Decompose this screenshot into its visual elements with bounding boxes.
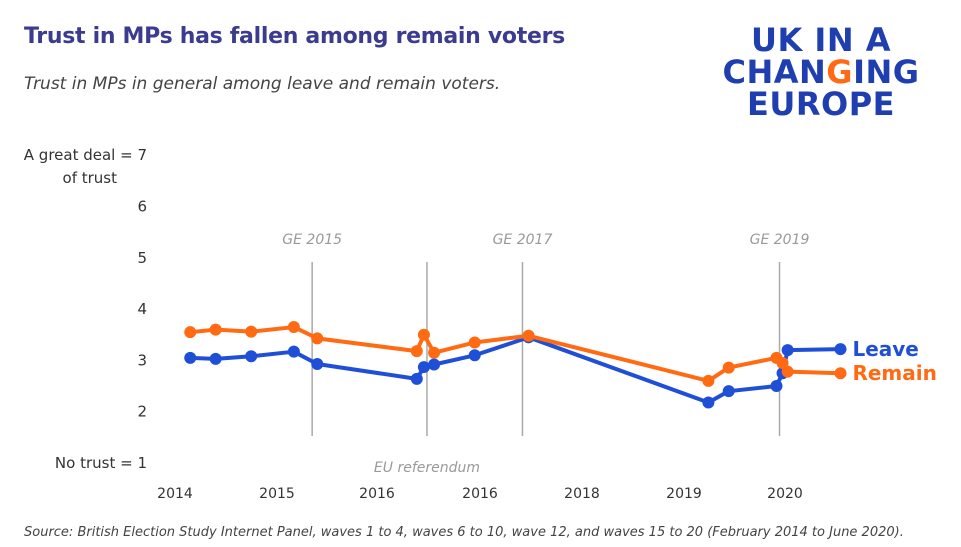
y-tick-label: 3 — [137, 351, 147, 369]
x-tick-label: 2014 — [157, 486, 193, 502]
x-tick-label: 2020 — [767, 486, 803, 502]
event-label-ge-2019: GE 2019 — [750, 232, 810, 248]
chart-title: Trust in MPs has fallen among remain vot… — [24, 24, 565, 49]
event-label-ge-2015: GE 2015 — [282, 232, 342, 248]
data-point-leave — [287, 345, 300, 358]
data-point-remain — [722, 361, 735, 374]
event-label-ge-2017: GE 2017 — [493, 232, 553, 248]
data-point-leave — [417, 361, 430, 374]
data-point-leave — [245, 350, 258, 363]
data-point-remain — [428, 346, 441, 359]
data-point-remain — [702, 374, 715, 387]
data-point-remain — [781, 365, 794, 378]
logo-line-3: EUROPE — [747, 85, 895, 123]
data-point-remain — [834, 367, 847, 380]
series-line-leave — [188, 335, 843, 405]
data-point-leave — [834, 343, 847, 356]
data-point-remain — [184, 326, 197, 339]
y-tick-label: No trust = 1 — [55, 454, 147, 472]
y-tick-sub-label: of trust — [63, 169, 118, 187]
source-note: Source: British Election Study Internet … — [24, 525, 904, 540]
data-point-leave — [468, 349, 481, 362]
y-tick-label: 6 — [137, 198, 147, 216]
data-point-leave — [702, 396, 715, 409]
x-tick-label: 2016 — [359, 486, 395, 502]
data-point-remain — [245, 325, 258, 338]
data-point-remain — [209, 323, 222, 336]
data-point-remain — [468, 336, 481, 349]
y-tick-label: 5 — [137, 249, 147, 267]
y-tick-label: A great deal = 7 — [24, 146, 147, 164]
data-point-leave — [428, 358, 441, 371]
data-point-remain — [287, 321, 300, 334]
data-point-remain — [522, 329, 535, 342]
data-point-leave — [184, 351, 197, 364]
series-label-remain: Remain — [852, 361, 936, 385]
y-tick-label: 4 — [137, 300, 147, 318]
event-label-eu-referendum: EU referendum — [374, 460, 480, 476]
data-point-remain — [776, 356, 789, 369]
data-point-leave — [311, 357, 324, 370]
chart-subtitle: Trust in MPs in general among leave and … — [24, 74, 501, 94]
data-point-leave — [209, 352, 222, 365]
y-tick-label: 2 — [137, 403, 147, 421]
data-point-leave — [722, 385, 735, 398]
data-point-remain — [417, 328, 430, 341]
data-point-leave — [770, 380, 783, 393]
data-point-remain — [410, 345, 423, 358]
x-tick-label: 2019 — [666, 486, 702, 502]
logo-line-1: UK IN A — [750, 21, 891, 59]
series-label-leave: Leave — [852, 337, 918, 361]
x-tick-label: 2015 — [259, 486, 295, 502]
x-tick-label: 2016 — [462, 486, 498, 502]
logo-line-2: CHANGING — [722, 53, 920, 91]
uk-in-a-changing-europe-logo: UK IN A CHANGING EUROPE — [711, 24, 931, 120]
data-point-remain — [311, 332, 324, 345]
x-tick-label: 2018 — [564, 486, 600, 502]
data-point-leave — [410, 372, 423, 385]
data-point-leave — [781, 344, 794, 357]
